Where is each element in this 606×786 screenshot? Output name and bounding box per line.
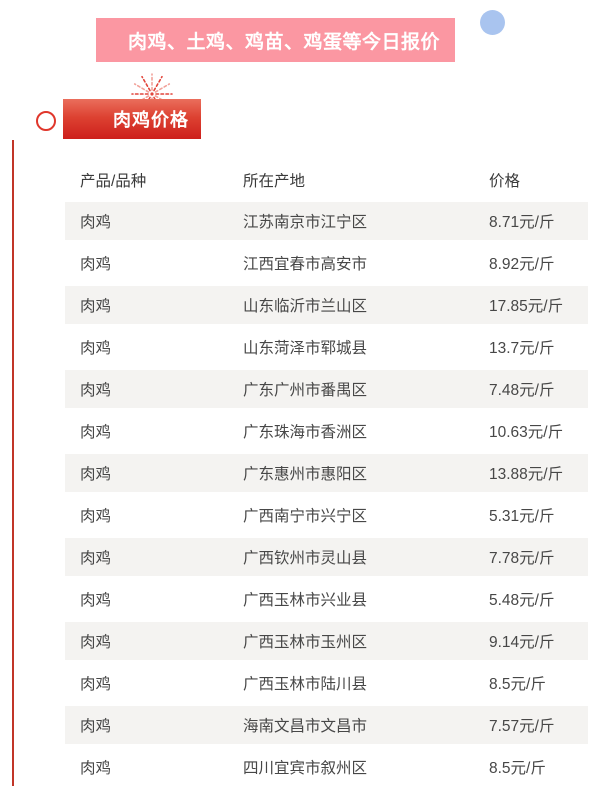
table-row: 肉鸡 广西玉林市玉州区 9.14元/斤 [65,622,588,660]
cell-product: 肉鸡 [80,424,112,441]
cell-product: 肉鸡 [80,466,112,483]
cell-origin: 广西玉林市玉州区 [243,634,368,651]
table-row: 肉鸡 四川宜宾市叙州区 8.5元/斤 [65,748,588,786]
table-header-product: 产品/品种 [80,173,147,190]
cell-product: 肉鸡 [80,634,112,651]
cell-origin: 山东临沂市兰山区 [243,298,368,315]
cell-product: 肉鸡 [80,340,112,357]
cell-origin: 江西宜春市高安市 [243,256,368,273]
cell-product: 肉鸡 [80,382,112,399]
cell-origin: 广东惠州市惠阳区 [243,466,368,483]
cell-price: 17.85元/斤 [489,298,564,315]
cell-price: 13.7元/斤 [489,340,555,357]
blue-dot-decoration [480,10,505,35]
cell-origin: 广东珠海市香洲区 [243,424,368,441]
cell-origin: 海南文昌市文昌市 [243,718,368,735]
table-row: 肉鸡 广西南宁市兴宁区 5.31元/斤 [65,496,588,534]
cell-price: 10.63元/斤 [489,424,564,441]
table-row: 肉鸡 山东临沂市兰山区 17.85元/斤 [65,286,588,324]
cell-product: 肉鸡 [80,550,112,567]
cell-price: 5.31元/斤 [489,508,555,525]
cell-price: 8.92元/斤 [489,256,555,273]
cell-origin: 广西玉林市兴业县 [243,592,368,609]
cell-price: 8.71元/斤 [489,214,555,231]
red-vertical-line [12,140,14,786]
cell-origin: 江苏南京市江宁区 [243,214,368,231]
cell-product: 肉鸡 [80,256,112,273]
cell-price: 8.5元/斤 [489,760,546,777]
table-row: 肉鸡 海南文昌市文昌市 7.57元/斤 [65,706,588,744]
cell-price: 13.88元/斤 [489,466,564,483]
cell-origin: 广西南宁市兴宁区 [243,508,368,525]
cell-origin: 山东菏泽市郓城县 [243,340,368,357]
red-ring-decoration [36,111,56,131]
table-header-row: 产品/品种 所在产地 价格 [65,158,588,202]
cell-product: 肉鸡 [80,676,112,693]
page-title: 肉鸡、土鸡、鸡苗、鸡蛋等今日报价 [127,31,440,53]
cell-price: 7.48元/斤 [489,382,555,399]
cell-product: 肉鸡 [80,214,112,231]
table-row: 肉鸡 广西钦州市灵山县 7.78元/斤 [65,538,588,576]
table-row: 肉鸡 广东珠海市香洲区 10.63元/斤 [65,412,588,450]
table-body: 肉鸡 江苏南京市江宁区 8.71元/斤 肉鸡 江西宜春市高安市 8.92元/斤 … [65,202,588,786]
price-table: 产品/品种 所在产地 价格 肉鸡 江苏南京市江宁区 8.71元/斤 肉鸡 江西宜… [65,158,588,786]
cell-product: 肉鸡 [80,508,112,525]
cell-product: 肉鸡 [80,298,112,315]
table-row: 肉鸡 广西玉林市陆川县 8.5元/斤 [65,664,588,702]
table-header-price: 价格 [489,173,521,190]
page-title-banner: 肉鸡、土鸡、鸡苗、鸡蛋等今日报价 [96,18,455,62]
cell-origin: 广西玉林市陆川县 [243,676,368,693]
cell-origin: 四川宜宾市叙州区 [243,760,368,777]
section-title: 肉鸡价格 [113,110,189,130]
cell-product: 肉鸡 [80,592,112,609]
cell-price: 5.48元/斤 [489,592,555,609]
cell-price: 9.14元/斤 [489,634,555,651]
cell-price: 7.78元/斤 [489,550,555,567]
cell-origin: 广西钦州市灵山县 [243,550,368,567]
table-row: 肉鸡 山东菏泽市郓城县 13.7元/斤 [65,328,588,366]
cell-price: 7.57元/斤 [489,718,555,735]
cell-product: 肉鸡 [80,760,112,777]
table-row: 肉鸡 广西玉林市兴业县 5.48元/斤 [65,580,588,618]
section-title-badge: 肉鸡价格 [63,99,201,139]
table-row: 肉鸡 广东广州市番禺区 7.48元/斤 [65,370,588,408]
table-header-origin: 所在产地 [243,173,306,190]
cell-price: 8.5元/斤 [489,676,546,693]
table-row: 肉鸡 江西宜春市高安市 8.92元/斤 [65,244,588,282]
table-row: 肉鸡 江苏南京市江宁区 8.71元/斤 [65,202,588,240]
cell-origin: 广东广州市番禺区 [243,382,368,399]
table-row: 肉鸡 广东惠州市惠阳区 13.88元/斤 [65,454,588,492]
cell-product: 肉鸡 [80,718,112,735]
